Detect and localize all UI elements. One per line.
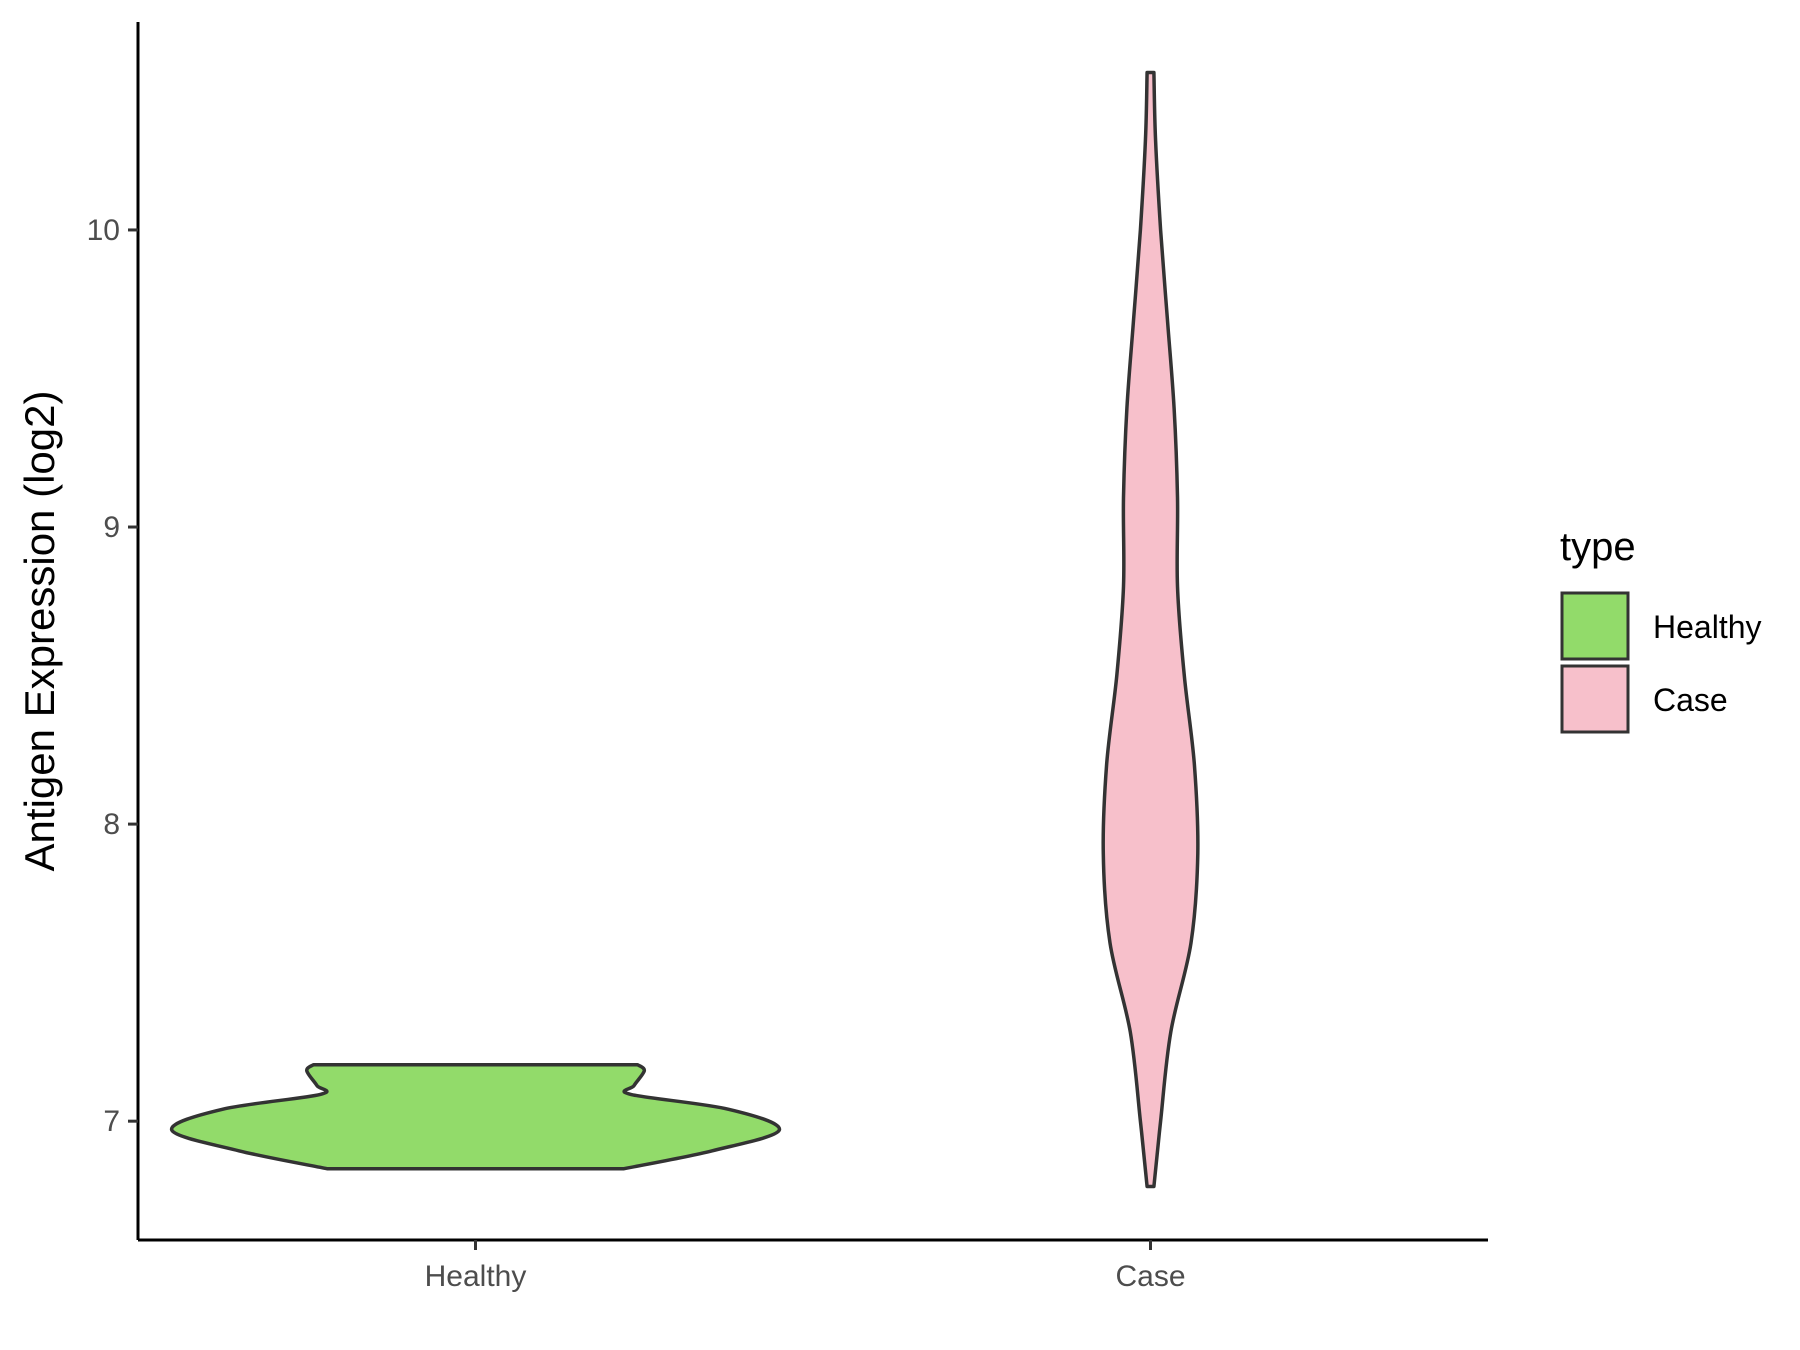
legend-label-healthy: Healthy	[1653, 609, 1762, 645]
violin-layer	[170, 70, 1200, 1189]
legend-swatch-healthy	[1560, 591, 1630, 661]
y-tick-label: 9	[103, 511, 120, 544]
legend-label-case: Case	[1653, 682, 1728, 718]
x-axis-ticks: Healthy Case	[425, 1240, 1186, 1293]
y-axis-ticks: 7 8 9 10	[87, 214, 138, 1138]
violin-healthy	[170, 1062, 782, 1171]
violin-case	[1101, 70, 1200, 1189]
y-axis-title: Antigen Expression (log2)	[16, 391, 63, 872]
y-tick-label: 10	[87, 214, 120, 247]
y-tick-label: 7	[103, 1105, 120, 1138]
legend: type Healthy Case	[1560, 525, 1762, 734]
y-tick-label: 8	[103, 808, 120, 841]
x-tick-label: Healthy	[425, 1260, 527, 1293]
x-tick-label: Case	[1115, 1260, 1185, 1293]
legend-swatch-case	[1560, 664, 1630, 734]
legend-title: type	[1560, 525, 1636, 569]
